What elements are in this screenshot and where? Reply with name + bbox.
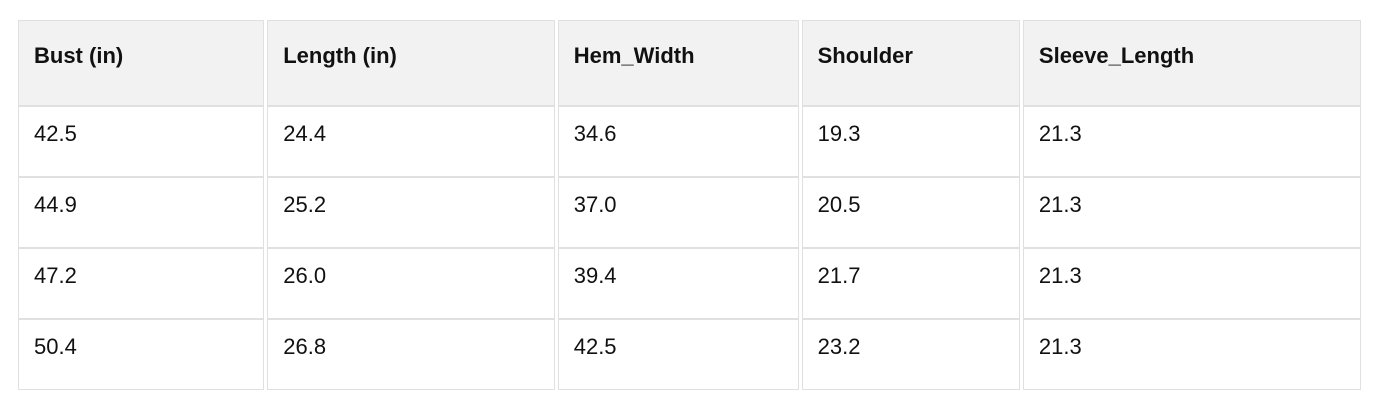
table-row: 44.9 25.2 37.0 20.5 21.3 [18,177,1361,248]
table-cell: 21.3 [1022,106,1361,177]
table-cell: 25.2 [267,177,555,248]
table-header: Bust (in) Length (in) Hem_Width Shoulder Sle… [18,20,1361,106]
table-cell: 42.5 [557,319,799,390]
table-cell: 26.0 [267,248,555,319]
table-cell: 21.3 [1022,177,1361,248]
table-cell: 21.3 [1022,248,1361,319]
table-row: 50.4 26.8 42.5 23.2 21.3 [18,319,1361,390]
header-row: Bust (in) Length (in) Hem_Width Shoulder Sle… [18,20,1361,106]
table-cell: 44.9 [18,177,265,248]
table-row: 47.2 26.0 39.4 21.7 21.3 [18,248,1361,319]
table-cell: 37.0 [557,177,799,248]
table-cell: 47.2 [18,248,265,319]
table-cell: 39.4 [557,248,799,319]
table-cell: 34.6 [557,106,799,177]
table-cell: 19.3 [801,106,1020,177]
table-row: 42.5 24.4 34.6 19.3 21.3 [18,106,1361,177]
table-cell: 42.5 [18,106,265,177]
column-header: Bust (in) [18,20,265,106]
table-cell: 26.8 [267,319,555,390]
table-cell: 21.7 [801,248,1020,319]
table-cell: 21.3 [1022,319,1361,390]
table-cell: 24.4 [267,106,555,177]
column-header: Length (in) [267,20,555,106]
table-cell: 23.2 [801,319,1020,390]
table-cell: 20.5 [801,177,1020,248]
column-header: Shoulder [801,20,1020,106]
column-header: Sleeve_Length [1022,20,1361,106]
column-header: Hem_Width [557,20,799,106]
table-body: 42.5 24.4 34.6 19.3 21.3 44.9 25.2 37.0 20.5 21.3… [18,106,1361,390]
size-chart-table: Bust (in) Length (in) Hem_Width Shoulder Sle… [15,20,1364,390]
table-cell: 50.4 [18,319,265,390]
